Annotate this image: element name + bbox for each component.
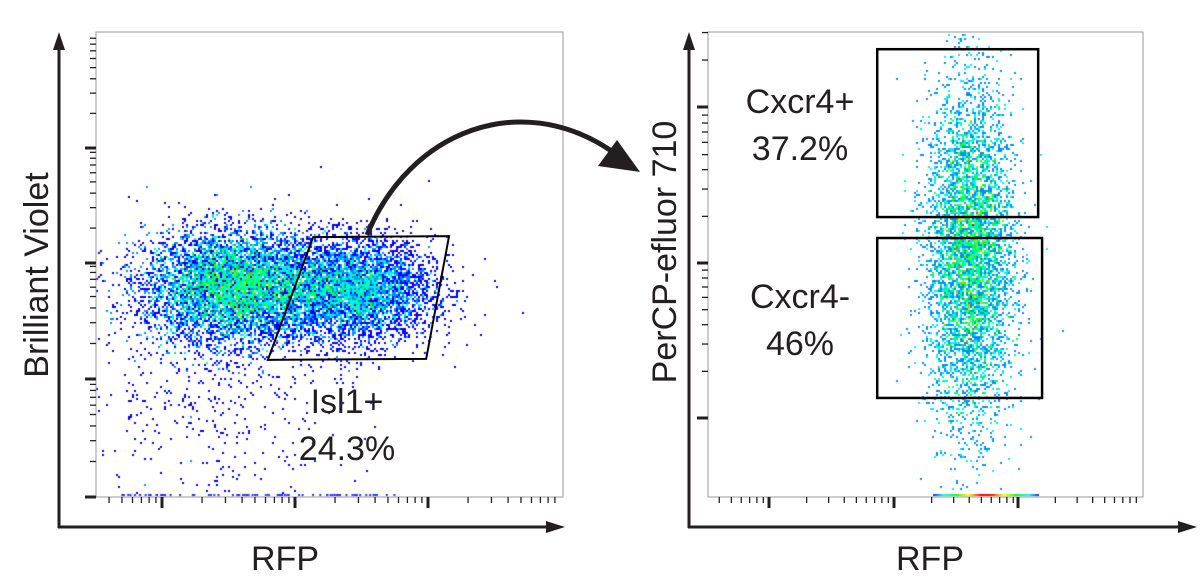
right-x-axis-arrowhead (1178, 521, 1197, 533)
right-plot-density (708, 32, 1143, 497)
left-plot-frame (95, 31, 564, 498)
right-x-axis-label: RFP (896, 540, 964, 578)
left-y-axis-arrowhead (53, 32, 65, 50)
cxcr4-pos-gate[interactable] (875, 47, 1040, 219)
right-plot: Cxcr4+ 37.2% Cxcr4- 46% RFP PerCP-efluor… (646, 31, 1197, 578)
left-x-axis-arrowhead (546, 521, 565, 533)
right-ticks (697, 31, 1137, 508)
left-plot-density (96, 32, 563, 497)
isl1-gate[interactable] (266, 235, 451, 361)
right-y-axis-label: PerCP-efluor 710 (646, 121, 684, 384)
cxcr4-neg-gate[interactable] (875, 236, 1044, 400)
cxcr4-pos-percent: 37.2% (752, 130, 848, 168)
gating-arrow (364, 119, 612, 236)
right-y-axis-arrowhead (683, 32, 695, 50)
left-x-axis-label: RFP (251, 540, 319, 578)
cxcr4-neg-percent: 46% (766, 325, 834, 363)
gating-arrowhead (598, 140, 640, 172)
left-plot: Isl1+ 24.3% RFP Brilliant Violet (18, 31, 565, 578)
left-ticks (85, 37, 556, 508)
isl1-gate-label: Isl1+ (311, 383, 384, 421)
isl1-gate-percent: 24.3% (299, 430, 395, 468)
left-y-axis-label: Brilliant Violet (18, 172, 56, 378)
cxcr4-pos-label: Cxcr4+ (746, 83, 855, 121)
cxcr4-neg-label: Cxcr4- (750, 278, 850, 316)
